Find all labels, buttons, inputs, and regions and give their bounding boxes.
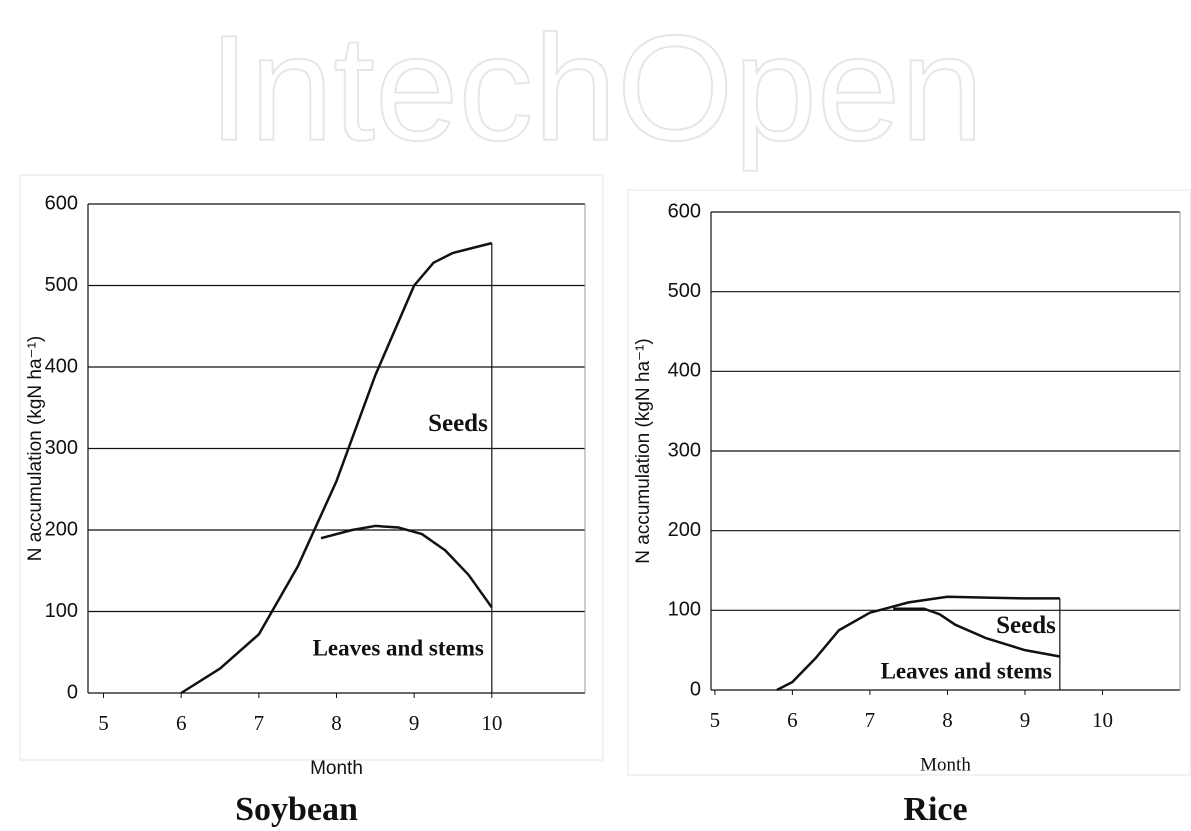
series-label: Leaves and stems xyxy=(313,635,484,660)
x-tick-label: 10 xyxy=(481,711,502,735)
series-line xyxy=(776,595,1060,692)
y-tick-label: 200 xyxy=(45,518,78,540)
y-axis-label: N accumulation (kgN ha⁻¹) xyxy=(633,338,654,563)
x-tick-label: 7 xyxy=(865,708,876,732)
y-tick-label: 300 xyxy=(45,437,78,459)
series-label: Seeds xyxy=(428,410,488,437)
chart-frame xyxy=(19,174,604,761)
x-axis-label: Month xyxy=(920,754,971,775)
series-line xyxy=(180,241,493,695)
series-label: Seeds xyxy=(996,612,1056,639)
y-tick-label: 400 xyxy=(668,360,701,382)
chart-title: Rice xyxy=(903,791,967,828)
x-tick-label: 7 xyxy=(254,711,265,735)
x-tick-label: 10 xyxy=(1092,708,1113,732)
series-line xyxy=(893,607,1061,658)
chart-title: Soybean xyxy=(235,791,358,828)
x-tick-label: 5 xyxy=(710,708,721,732)
y-tick-label: 100 xyxy=(45,600,78,622)
watermark: IntechOpen xyxy=(208,4,984,172)
y-tick-label: 0 xyxy=(690,678,701,700)
x-tick-label: 8 xyxy=(942,708,953,732)
y-tick-label: 0 xyxy=(67,681,78,703)
x-tick-label: 6 xyxy=(787,708,798,732)
y-tick-label: 100 xyxy=(668,599,701,621)
y-tick-label: 400 xyxy=(45,355,78,377)
y-axis-label: N accumulation (kgN ha⁻¹) xyxy=(25,336,46,561)
x-tick-label: 8 xyxy=(331,711,342,735)
y-tick-label: 500 xyxy=(45,274,78,296)
x-axis-label: Month xyxy=(310,758,363,779)
y-tick-label: 600 xyxy=(45,192,78,214)
y-tick-label: 600 xyxy=(668,200,701,222)
y-tick-label: 300 xyxy=(668,439,701,461)
chart-frame xyxy=(627,189,1191,776)
y-tick-label: 500 xyxy=(668,280,701,302)
series-label: Leaves and stems xyxy=(881,659,1052,684)
y-tick-label: 200 xyxy=(668,519,701,541)
x-tick-label: 5 xyxy=(98,711,109,735)
x-tick-label: 9 xyxy=(409,711,420,735)
x-tick-label: 9 xyxy=(1020,708,1031,732)
series-line xyxy=(320,524,493,609)
x-tick-label: 6 xyxy=(176,711,187,735)
